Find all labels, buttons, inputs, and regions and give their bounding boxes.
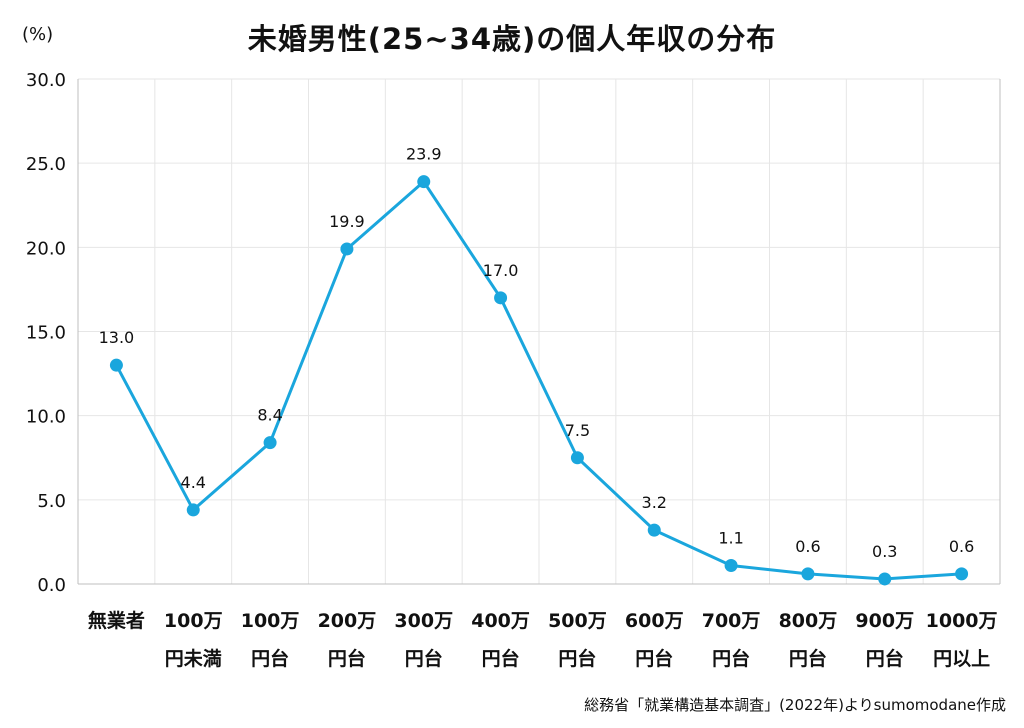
series: [109, 175, 969, 586]
y-tick-label: 30.0: [26, 70, 66, 91]
x-tick-label: 600万: [625, 610, 684, 632]
y-tick-label: 20.0: [26, 238, 66, 259]
x-tick-label: 400万: [471, 610, 530, 632]
y-tick-label: 15.0: [26, 323, 66, 344]
data-labels: 13.0 4.4 8.4 19.9 23.9 17.0 7.5 3.2 1.1 0.6 0.3 0.6: [99, 145, 975, 561]
data-label: 8.4: [257, 406, 282, 425]
x-tick-label: 700万: [702, 610, 761, 632]
x-tick-label: 円台: [405, 647, 443, 670]
series-line: [115, 180, 962, 581]
data-label: 23.9: [406, 145, 442, 164]
source-note: 総務省「就業構造基本調査」(2022年)よりsumomodane作成: [584, 696, 1006, 714]
x-tick-label: 円未満: [165, 647, 222, 670]
x-tick-label: 円以上: [933, 648, 990, 670]
x-tick-label: 300万: [394, 610, 453, 632]
x-tick-label: 円台: [789, 647, 827, 670]
data-point: [109, 358, 123, 372]
data-point: [570, 451, 584, 465]
data-label: 7.5: [565, 421, 590, 440]
grid-lines: [78, 78, 1000, 584]
data-point: [955, 567, 969, 581]
x-tick-label: 500万: [548, 610, 607, 632]
x-tick-label: 円台: [328, 647, 366, 670]
data-label: 0.3: [872, 542, 897, 561]
data-point: [801, 567, 815, 581]
data-label: 0.6: [795, 537, 820, 556]
x-tick-label: 200万: [318, 610, 377, 632]
axes: [77, 79, 1001, 585]
x-tick-label: 900万: [855, 610, 914, 632]
x-tick-label: 円台: [482, 647, 520, 670]
x-tick-label: 円台: [635, 647, 673, 670]
x-tick-label: 円台: [866, 647, 904, 670]
x-tick-label: 100万: [164, 610, 223, 632]
data-label: 0.6: [949, 537, 974, 556]
x-tick-label: 1000万: [926, 610, 998, 632]
data-label: 17.0: [483, 261, 519, 280]
chart-title: 未婚男性(25~34歳)の個人年収の分布: [247, 22, 777, 56]
data-point: [724, 558, 738, 572]
y-tick-labels: 0.0 5.0 10.0 15.0 20.0 25.0 30.0: [26, 70, 66, 596]
y-tick-label: 5.0: [37, 491, 66, 512]
data-label: 19.9: [329, 212, 365, 231]
x-tick-label: 800万: [779, 610, 838, 632]
data-point: [340, 242, 354, 256]
x-tick-label: 円台: [558, 647, 596, 670]
data-point: [647, 523, 661, 537]
x-tick-label: 円台: [712, 647, 750, 670]
data-point: [186, 503, 200, 517]
y-tick-label: 25.0: [26, 154, 66, 175]
data-point: [494, 291, 508, 305]
y-tick-label: 10.0: [26, 407, 66, 428]
data-point: [878, 572, 892, 586]
y-axis-unit: (%): [22, 24, 54, 45]
x-tick-label: 100万: [241, 610, 300, 632]
y-tick-label: 0.0: [37, 575, 66, 596]
x-tick-labels: 無業者 100万円未満100万円台200万円台300万円台400万円台500万円台…: [88, 609, 998, 670]
data-label: 1.1: [718, 528, 743, 547]
data-point: [263, 436, 277, 450]
data-label: 3.2: [642, 493, 667, 512]
data-label: 4.4: [181, 473, 206, 492]
data-label: 13.0: [99, 328, 135, 347]
data-point: [417, 175, 431, 189]
x-tick-label: 円台: [251, 647, 289, 670]
x-tick-label: 無業者: [88, 609, 145, 632]
